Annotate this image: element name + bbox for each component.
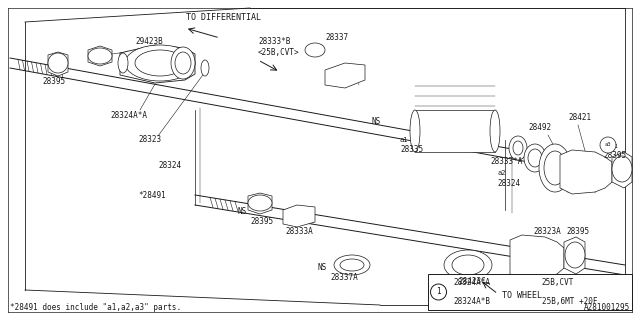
Polygon shape [248, 193, 272, 214]
Text: 28395: 28395 [250, 218, 273, 227]
Text: 28395: 28395 [42, 77, 65, 86]
Text: 28323A: 28323A [533, 228, 561, 236]
Ellipse shape [452, 255, 484, 275]
Polygon shape [325, 63, 365, 88]
Ellipse shape [528, 149, 542, 167]
Ellipse shape [305, 43, 325, 57]
Ellipse shape [334, 255, 370, 275]
Ellipse shape [135, 50, 185, 76]
Ellipse shape [600, 137, 616, 153]
Polygon shape [48, 52, 68, 76]
Text: 28333*B: 28333*B [258, 37, 291, 46]
Text: NS: NS [238, 207, 247, 217]
Ellipse shape [565, 242, 585, 268]
Polygon shape [510, 235, 564, 280]
Ellipse shape [125, 45, 195, 81]
Text: 28333A: 28333A [285, 228, 313, 236]
Ellipse shape [490, 110, 500, 152]
Ellipse shape [583, 162, 597, 188]
Text: 28423C: 28423C [458, 277, 486, 286]
Text: 28421: 28421 [568, 114, 591, 123]
Ellipse shape [524, 144, 546, 172]
Text: a1: a1 [400, 137, 408, 143]
Polygon shape [415, 110, 495, 152]
Polygon shape [88, 46, 112, 66]
Text: 1: 1 [614, 145, 617, 149]
Ellipse shape [539, 144, 571, 192]
Polygon shape [560, 150, 612, 194]
Text: A281001295: A281001295 [584, 303, 630, 313]
Polygon shape [564, 237, 585, 274]
Text: 28324A*A: 28324A*A [110, 110, 147, 119]
Text: 25B,CVT: 25B,CVT [541, 278, 574, 287]
Ellipse shape [248, 195, 272, 211]
Text: 28395: 28395 [566, 228, 589, 236]
Ellipse shape [171, 47, 195, 79]
Text: NS: NS [318, 263, 327, 273]
Text: 28324: 28324 [158, 161, 181, 170]
Ellipse shape [444, 250, 492, 280]
Text: 28395: 28395 [604, 150, 627, 159]
Polygon shape [120, 45, 195, 83]
Ellipse shape [586, 167, 594, 183]
Ellipse shape [201, 60, 209, 76]
Text: <25B,CVT>: <25B,CVT> [258, 47, 300, 57]
Text: 28337A: 28337A [330, 274, 358, 283]
Text: a2: a2 [497, 170, 506, 176]
Ellipse shape [340, 259, 364, 271]
Text: 28337: 28337 [325, 34, 348, 43]
Text: TO WHEEL: TO WHEEL [502, 292, 542, 300]
Text: 28492: 28492 [528, 124, 551, 132]
Text: 28323: 28323 [138, 135, 161, 145]
Text: 29423B: 29423B [135, 37, 163, 46]
Polygon shape [283, 205, 315, 227]
Ellipse shape [48, 53, 68, 73]
Ellipse shape [612, 156, 632, 182]
Circle shape [431, 284, 447, 300]
Ellipse shape [544, 151, 566, 185]
Ellipse shape [509, 136, 527, 160]
Text: TO DIFFERENTIAL: TO DIFFERENTIAL [186, 13, 261, 22]
Ellipse shape [175, 52, 191, 74]
Text: 1: 1 [436, 287, 441, 297]
Text: *28491 does include "a1,a2,a3" parts.: *28491 does include "a1,a2,a3" parts. [10, 303, 181, 313]
Text: *28491: *28491 [138, 190, 166, 199]
Text: 28324A*B: 28324A*B [454, 297, 490, 306]
Bar [428, 274, 632, 310]
Ellipse shape [513, 141, 523, 155]
Text: 28335: 28335 [400, 146, 423, 155]
Ellipse shape [118, 53, 128, 73]
Text: NS: NS [372, 117, 381, 126]
Text: 28333*A: 28333*A [490, 157, 522, 166]
Text: 28324: 28324 [497, 179, 520, 188]
Text: 28324A*A: 28324A*A [454, 278, 490, 287]
Ellipse shape [88, 48, 112, 64]
Polygon shape [612, 152, 632, 188]
Text: 25B,6MT +20F: 25B,6MT +20F [541, 297, 597, 306]
Text: a3: a3 [605, 142, 611, 148]
Ellipse shape [410, 110, 420, 152]
